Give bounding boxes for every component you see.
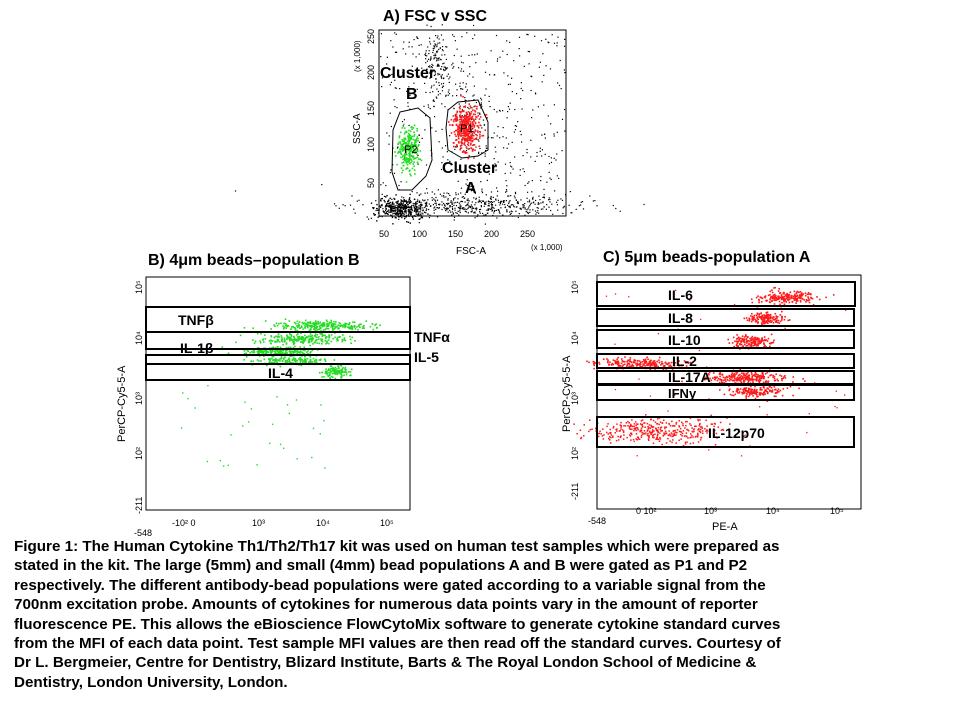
c-x-tick: 0 10² [636, 506, 657, 516]
caption-line: from the MFI of each data point. Test sa… [14, 635, 781, 653]
b-y-label: PerCP-Cy5-5-A [116, 365, 128, 442]
gate-tnfb [145, 306, 411, 333]
gate-il4-label: IL-4 [268, 365, 293, 381]
cluster-a-label-1: Cluster [442, 160, 497, 177]
b-y-tick: 10⁵ [134, 280, 144, 294]
panel-a-x-ticks: 50 100 150 200 250 [379, 229, 535, 239]
a-y-tick: 150 [366, 101, 376, 116]
panel-c-frame [596, 274, 862, 510]
c-y-tick: 10⁴ [570, 331, 580, 345]
panel-c-y-ticks: -211 10² 10³ 10⁴ 10⁵ [570, 280, 580, 500]
gate-il6 [596, 281, 856, 307]
gate-il5 [145, 354, 411, 365]
c-x-tick: 10⁴ [766, 506, 780, 516]
a-x-tick: 100 [412, 229, 427, 239]
caption-line: Dentistry, London University, London. [14, 673, 288, 691]
gate-tnfa-label: TNFα [414, 329, 450, 345]
b-y-tick: 10³ [134, 392, 144, 405]
a-x-tick: 200 [484, 229, 499, 239]
caption-line: respectively. The different antibody-bea… [14, 576, 766, 594]
caption-line: 700nm excitation probe. Amounts of cytok… [14, 596, 758, 614]
a-y-label: SSC-A [352, 113, 363, 144]
b-x-tick: -10² 0 [172, 518, 196, 528]
a-y-tick: 50 [366, 178, 376, 188]
caption-line: Figure 1: The Human Cytokine Th1/Th2/Th1… [14, 538, 780, 555]
gate-il5-label: IL-5 [414, 349, 439, 365]
panel-b-x-ticks: -548 -10² 0 10³ 10⁴ 10⁵ [134, 518, 394, 538]
b-y-tick: 10⁴ [134, 331, 144, 345]
b-x-tick: 10⁵ [380, 518, 394, 528]
a-y-tick: 200 [366, 65, 376, 80]
panel-c-scatter [573, 286, 847, 457]
gate-il2 [596, 353, 855, 369]
caption-line: fluorescence PE. This allows the eBiosci… [14, 615, 781, 633]
gate-il10-label: IL-10 [668, 332, 701, 348]
gate-il8-label: IL-8 [668, 310, 693, 326]
gate-il10 [596, 329, 855, 349]
panel-c-x-ticks: -548 0 10² 10³ 10⁴ 10⁵ [588, 506, 844, 526]
panel-b-y-ticks: -211 10² 10³ 10⁴ 10⁵ [134, 280, 144, 514]
gate-p2-label: P2 [404, 144, 417, 156]
panel-c-title: C) 5μm beads-population A [603, 249, 811, 266]
gate-il1b [145, 331, 411, 350]
a-x-multiplier: (x 1,000) [531, 243, 563, 252]
gate-il17a-label: IL-17A [668, 369, 711, 385]
c-y-tick: 10³ [570, 392, 580, 405]
a-y-tick: 100 [366, 137, 376, 152]
c-x-label: PE-A [712, 521, 738, 533]
c-x-tick: 10³ [704, 506, 717, 516]
gate-il8 [596, 308, 855, 327]
gate-il2-label: IL-2 [672, 353, 697, 369]
a-x-tick: 250 [520, 229, 535, 239]
c-y-tick: 10⁵ [570, 280, 580, 294]
gate-tnfb-label: TNFβ [178, 312, 214, 328]
c-y-tick: -211 [570, 483, 580, 500]
gate-p2 [391, 107, 433, 191]
a-x-tick: 150 [448, 229, 463, 239]
panel-a-y-ticks: 50 100 150 200 250 [366, 29, 376, 188]
b-y-tick: 10² [134, 447, 144, 460]
c-y-label: PerCP-Cy5-5-A [561, 355, 573, 432]
panel-b-scatter [180, 318, 381, 469]
gate-il17a [596, 370, 855, 385]
gate-p1-label: P1 [460, 123, 473, 135]
caption-line: Dr L. Bergmeier, Centre for Dentistry, B… [14, 654, 757, 672]
cluster-b-label-2: B [406, 86, 418, 103]
c-x-tick: 10⁵ [830, 506, 844, 516]
c-x-tick: -548 [588, 516, 606, 526]
gate-il6-label: IL-6 [668, 287, 693, 303]
panel-a-scatter [234, 12, 645, 225]
panel-b-title: B) 4μm beads–population B [148, 252, 360, 269]
figure-caption: Figure 1: The Human Cytokine Th1/Th2/Th1… [14, 537, 964, 692]
caption-line: stated in the kit. The large (5mm) and s… [14, 557, 748, 575]
a-y-tick: 250 [366, 29, 376, 44]
b-x-tick: 10³ [252, 518, 265, 528]
gate-p1 [445, 99, 489, 159]
gate-il12p70-label: IL-12p70 [708, 425, 765, 441]
a-x-label: FSC-A [456, 246, 486, 257]
panel-a-title: A) FSC v SSC [383, 8, 488, 25]
a-y-multiplier: (x 1,000) [353, 40, 362, 72]
cluster-b-label-1: Cluster [380, 65, 435, 82]
b-y-tick: -211 [134, 497, 144, 514]
panel-b-frame [145, 276, 411, 511]
gate-il12p70 [596, 416, 855, 448]
b-x-tick: 10⁴ [316, 518, 330, 528]
cluster-a-label-2: A [465, 180, 477, 197]
gate-il4 [145, 363, 411, 381]
c-y-tick: 10² [570, 447, 580, 460]
gate-ifng [596, 384, 855, 401]
gate-ifng-label: IFNγ [668, 386, 697, 401]
panel-a-frame [378, 29, 567, 217]
a-x-tick: 50 [379, 229, 389, 239]
gate-il1b-label: IL-1β [180, 340, 214, 356]
